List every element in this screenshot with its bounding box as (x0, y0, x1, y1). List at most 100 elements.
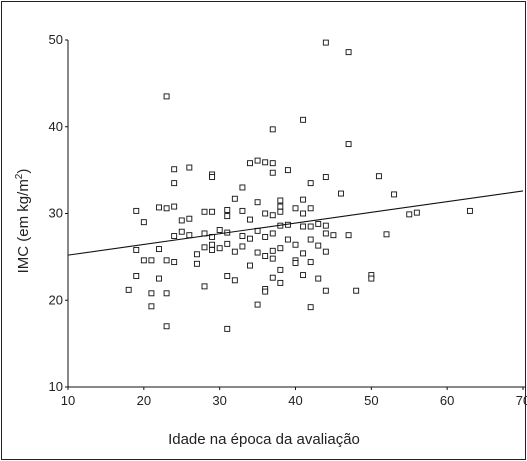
data-point (171, 203, 178, 210)
data-point (375, 173, 382, 180)
data-point (178, 228, 185, 235)
data-point (466, 207, 473, 214)
data-point (133, 207, 140, 214)
data-point (216, 245, 223, 252)
data-point (254, 157, 261, 164)
data-point (201, 208, 208, 215)
data-point (171, 166, 178, 173)
data-point (254, 301, 261, 308)
y-axis-ticks: 10 20 30 40 50 (49, 32, 68, 394)
data-points (125, 39, 473, 332)
data-point (201, 244, 208, 251)
data-point (322, 174, 329, 181)
data-point (345, 232, 352, 239)
data-point (307, 223, 314, 230)
x-tick-label: 70 (516, 393, 527, 408)
x-tick-label: 40 (288, 393, 302, 408)
data-point (338, 190, 344, 197)
data-point (277, 208, 284, 215)
x-tick-label: 20 (137, 393, 151, 408)
data-point (125, 286, 132, 293)
data-point (156, 204, 162, 211)
data-point (133, 273, 140, 279)
data-point (307, 304, 314, 311)
x-tick-label: 50 (364, 393, 378, 408)
y-axis-title: IMC (em kg/m2) (14, 169, 32, 274)
data-point (277, 266, 284, 273)
data-point (224, 273, 231, 279)
data-point (163, 93, 170, 100)
y-tick-label: 40 (49, 119, 63, 134)
data-point (163, 323, 170, 330)
data-point (239, 243, 246, 250)
data-point (300, 223, 307, 230)
x-tick-label: 10 (61, 393, 75, 408)
data-point (292, 205, 299, 212)
data-point (247, 160, 253, 167)
data-point (224, 207, 231, 213)
data-point (292, 241, 299, 248)
data-point (231, 248, 238, 255)
data-point (254, 249, 261, 256)
data-point (307, 236, 314, 243)
data-point (224, 213, 231, 220)
data-point (163, 290, 170, 297)
data-point (140, 257, 147, 264)
x-tick-label: 30 (212, 393, 226, 408)
data-point (209, 241, 216, 248)
data-point (262, 159, 269, 166)
data-point (254, 199, 261, 206)
data-point (193, 251, 200, 258)
data-point (224, 240, 231, 247)
data-point (163, 205, 170, 212)
data-point (193, 260, 200, 267)
data-point (307, 205, 314, 212)
data-point (209, 208, 216, 215)
data-point (269, 169, 276, 176)
data-point (247, 262, 253, 269)
data-point (315, 242, 322, 249)
data-point (262, 233, 269, 240)
data-point (171, 233, 178, 240)
data-point (201, 283, 208, 290)
data-point (239, 233, 246, 240)
data-point (148, 257, 155, 264)
data-point (277, 245, 284, 252)
data-point (156, 246, 162, 253)
data-point (353, 287, 360, 294)
data-point (209, 246, 216, 253)
data-point (315, 220, 322, 227)
data-point (186, 164, 193, 171)
data-point (277, 197, 284, 204)
data-point (269, 247, 276, 254)
data-point (209, 174, 216, 181)
data-point (322, 230, 329, 237)
data-point (133, 246, 140, 253)
data-point (330, 232, 337, 239)
y-tick-label: 50 (49, 32, 63, 47)
data-point (322, 39, 329, 46)
data-point (368, 275, 375, 282)
data-point (284, 236, 291, 243)
data-point (269, 212, 276, 219)
data-point (148, 303, 155, 310)
data-point (224, 325, 231, 332)
data-point (391, 191, 398, 198)
data-point (140, 219, 147, 226)
y-tick-label: 30 (49, 206, 63, 221)
data-point (413, 209, 420, 216)
data-point (307, 259, 314, 266)
x-tick-label: 60 (440, 393, 454, 408)
data-point (216, 227, 223, 233)
data-point (247, 235, 253, 242)
data-point (239, 184, 246, 191)
y-tick-label: 10 (49, 379, 63, 394)
data-point (277, 279, 284, 286)
data-point (171, 180, 178, 187)
data-point (269, 274, 276, 281)
x-axis-title: Idade na época da avaliação (168, 431, 360, 448)
data-point (156, 275, 162, 282)
data-point (300, 116, 307, 123)
